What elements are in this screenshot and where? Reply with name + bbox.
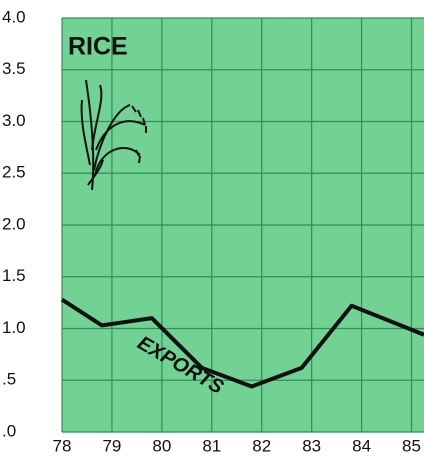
x-tick-label: 83: [302, 436, 321, 455]
x-tick-label: 79: [102, 436, 121, 455]
y-tick-label: .5: [2, 370, 16, 389]
y-tick-label: 3.0: [2, 111, 26, 130]
y-tick-label: 1.5: [2, 266, 26, 285]
y-tick-label: 4.0: [2, 7, 26, 26]
annotation-title: RICE: [68, 33, 128, 61]
y-tick-label: 1.0: [2, 318, 26, 337]
x-tick-label: 80: [152, 436, 171, 455]
x-tick-label: 78: [53, 436, 72, 455]
y-tick-label: 3.5: [2, 59, 26, 78]
page: {"chart_data": {"type": "line", "annotat…: [0, 0, 424, 458]
y-tick-label: 2.5: [2, 163, 26, 182]
y-tick-label: .0: [2, 421, 16, 440]
x-tick-label: 81: [202, 436, 221, 455]
x-tick-label: 85: [402, 436, 421, 455]
chart: RICE EXPORTS .0.51.01.52.02.53.03.54.078…: [0, 0, 424, 458]
y-tick-label: 2.0: [2, 214, 26, 233]
x-tick-label: 84: [352, 436, 371, 455]
x-tick-label: 82: [252, 436, 271, 455]
